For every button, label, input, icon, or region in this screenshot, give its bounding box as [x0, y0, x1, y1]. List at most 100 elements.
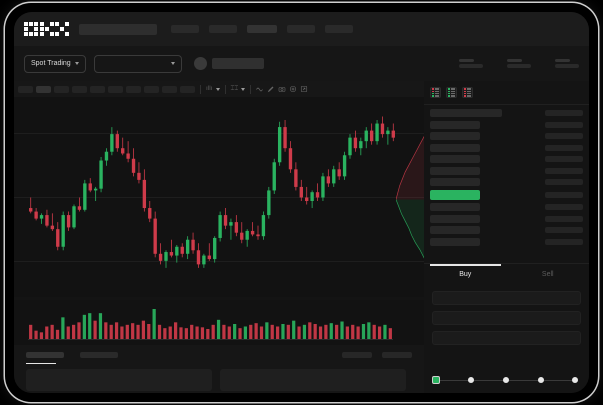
orderbook-amount	[545, 227, 583, 233]
timeframe-button-8[interactable]	[144, 85, 159, 93]
orderbook-mode-bids[interactable]	[446, 87, 457, 98]
orderbook-rows	[424, 105, 589, 246]
orderbook-row[interactable]	[430, 203, 583, 211]
orderbook-row[interactable]	[430, 178, 583, 186]
timeframe-button-5[interactable]	[90, 85, 105, 93]
orderbook-row[interactable]	[430, 214, 583, 223]
settings-icon[interactable]	[289, 85, 297, 93]
camera-icon[interactable]	[278, 85, 286, 93]
order-entry-form	[424, 285, 589, 365]
tab-buy-label: Buy	[459, 271, 472, 278]
orderbook-row[interactable]	[430, 155, 583, 163]
nav-item-1[interactable]	[171, 25, 199, 33]
pencil-icon[interactable]	[267, 85, 275, 93]
amount-percent-slider[interactable]	[432, 375, 580, 387]
orders-panel	[14, 345, 424, 393]
chart-toolbar: ıllı ⌶⌶	[14, 81, 424, 97]
bottom-action-2[interactable]	[382, 352, 412, 358]
slider-stop-100[interactable]	[572, 377, 578, 383]
indicators-icon[interactable]: ıllı	[206, 84, 213, 92]
volume-baseline	[28, 339, 393, 340]
market-stat-1	[459, 58, 483, 69]
stat-value	[507, 64, 531, 69]
orderbook-row[interactable]	[430, 132, 583, 140]
timeframe-button-9[interactable]	[162, 85, 177, 93]
tab-open-orders[interactable]	[26, 352, 64, 365]
app-screen: Spot Trading	[14, 12, 589, 393]
orders-content	[14, 365, 424, 391]
search-input[interactable]	[79, 23, 157, 35]
orderbook-amount	[545, 238, 583, 245]
nav-item-2[interactable]	[209, 25, 237, 33]
orderbook-view-modes	[424, 81, 589, 102]
orderbook-price	[430, 132, 480, 140]
tab-order-history[interactable]	[80, 352, 118, 358]
order-form-tabs: Buy Sell	[424, 263, 589, 285]
chart-type-icon[interactable]: ⌶⌶	[230, 84, 239, 92]
toolbar-divider	[200, 84, 201, 94]
volume-histogram	[14, 300, 424, 345]
orderbook-row[interactable]	[430, 226, 583, 234]
orderbook-amount	[545, 167, 583, 174]
timeframe-button-3[interactable]	[54, 85, 69, 93]
amount-field[interactable]	[432, 311, 581, 325]
market-subheader: Spot Trading	[14, 46, 589, 81]
tab-buy[interactable]: Buy	[424, 264, 507, 285]
chevron-down-icon[interactable]	[241, 87, 246, 91]
orderbook-price	[430, 226, 480, 234]
orderbook-mode-both[interactable]	[430, 87, 441, 98]
slider-stop-25[interactable]	[468, 377, 474, 383]
pair-name-label	[211, 58, 264, 69]
spot-trading-dropdown[interactable]: Spot Trading	[24, 54, 86, 73]
wave-icon[interactable]	[256, 85, 264, 93]
timeframe-button-7[interactable]	[126, 85, 141, 93]
volume-series	[29, 309, 392, 339]
timeframe-button-2[interactable]	[36, 85, 51, 93]
stat-label	[459, 58, 474, 62]
timeframe-button-10[interactable]	[180, 85, 195, 93]
candlestick-chart[interactable]	[14, 97, 424, 297]
slider-handle[interactable]	[432, 376, 440, 384]
orderbook-sidebar: Buy Sell	[424, 81, 589, 393]
toolbar-divider	[250, 84, 252, 94]
timeframe-button-1[interactable]	[18, 85, 33, 93]
orderbook-amount	[545, 215, 583, 222]
okx-logo[interactable]	[24, 22, 69, 36]
orderbook-row[interactable]	[430, 120, 583, 129]
orderbook-row[interactable]	[430, 143, 583, 152]
slider-stop-50[interactable]	[503, 377, 509, 383]
market-stat-3	[555, 58, 579, 69]
orderbook-amount	[545, 179, 583, 185]
timeframe-button-6[interactable]	[108, 85, 123, 93]
orderbook-row[interactable]	[430, 109, 583, 117]
orderbook-price	[430, 155, 480, 163]
price-field[interactable]	[432, 291, 581, 305]
slider-stop-75[interactable]	[538, 377, 544, 383]
orderbook-row[interactable]	[430, 166, 583, 175]
orderbook-row[interactable]	[430, 189, 583, 200]
chart-gridline	[14, 261, 424, 262]
nav-item-3[interactable]	[247, 25, 277, 33]
orderbook-mode-asks[interactable]	[462, 87, 473, 98]
chevron-down-icon	[170, 62, 175, 65]
top-navigation-bar	[14, 12, 589, 46]
tab-sell[interactable]: Sell	[507, 264, 590, 285]
stat-value	[555, 64, 579, 69]
market-stat-2	[507, 58, 531, 69]
bottom-action-1[interactable]	[342, 352, 372, 358]
orderbook-price	[430, 109, 502, 117]
bottom-panel-left[interactable]	[26, 369, 212, 391]
orderbook-price	[430, 214, 480, 223]
timeframe-button-4[interactable]	[72, 85, 87, 93]
fullscreen-icon[interactable]	[300, 85, 308, 93]
stat-label	[555, 58, 570, 62]
orderbook-row[interactable]	[430, 237, 583, 246]
chevron-down-icon[interactable]	[215, 87, 220, 91]
bottom-panel-right[interactable]	[220, 369, 406, 391]
trading-pair-select[interactable]	[93, 54, 182, 73]
total-field[interactable]	[432, 331, 581, 345]
orderbook-divider	[424, 104, 589, 105]
nav-item-4[interactable]	[287, 25, 315, 33]
nav-item-5[interactable]	[325, 25, 353, 33]
orderbook-price	[430, 189, 480, 200]
